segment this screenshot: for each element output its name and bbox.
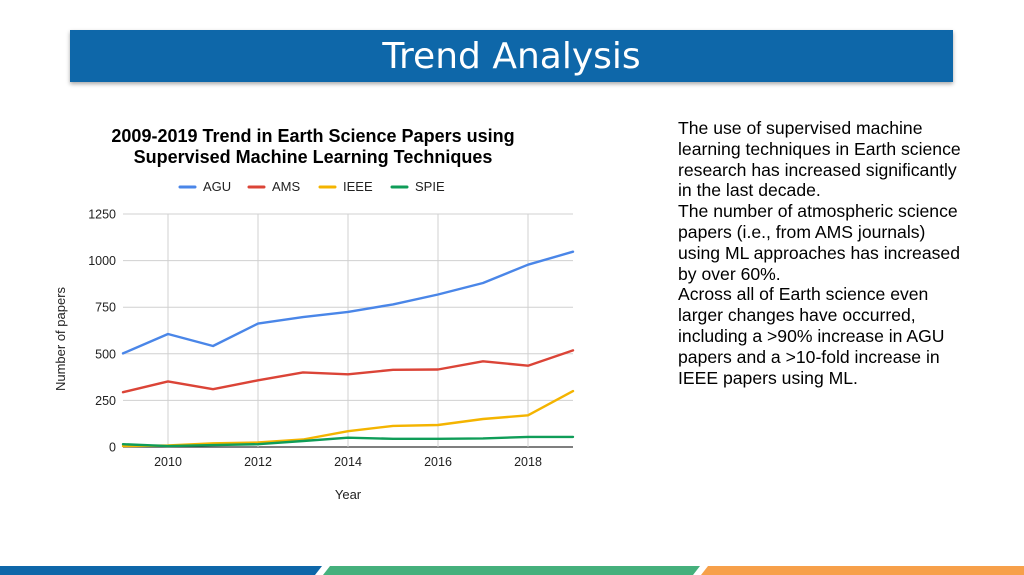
chart-title-line: Supervised Machine Learning Techniques [134,147,493,167]
body-paragraph-2: The number of atmospheric science papers… [678,201,960,284]
stripe-green [323,566,700,575]
legend-label: IEEE [343,179,373,194]
slide-title: Trend Analysis [382,36,641,77]
legend-label: AGU [203,179,231,194]
x-tick-label: 2018 [514,455,542,469]
y-tick-label: 250 [95,394,116,408]
series-line-ieee [121,389,575,448]
y-tick-label: 750 [95,301,116,315]
series-line-agu [121,250,575,355]
y-tick-label: 0 [109,441,116,455]
legend-label: AMS [272,179,301,194]
x-tick-label: 2012 [244,455,272,469]
x-tick-label: 2014 [334,455,362,469]
body-text: The use of supervised machine learning t… [678,118,963,388]
x-tick-label: 2016 [424,455,452,469]
title-bar: Trend Analysis [70,30,953,82]
series-line-spie [121,435,575,448]
y-tick-label: 1000 [88,254,116,268]
body-paragraph-1: The use of supervised machine learning t… [678,118,961,201]
y-tick-label: 1250 [88,208,116,222]
chart-title-line: 2009-2019 Trend in Earth Science Papers … [111,126,514,146]
line-chart: 2009-2019 Trend in Earth Science Papers … [53,126,575,502]
stripe-blue [0,566,322,575]
x-axis-label: Year [335,487,362,502]
y-axis-label: Number of papers [53,286,68,391]
series-line-ams [121,349,575,394]
body-paragraph-3: Across all of Earth science even larger … [678,284,945,388]
legend-label: SPIE [415,179,445,194]
y-tick-label: 500 [95,347,116,361]
stripe-orange [701,566,1024,575]
x-tick-label: 2010 [154,455,182,469]
